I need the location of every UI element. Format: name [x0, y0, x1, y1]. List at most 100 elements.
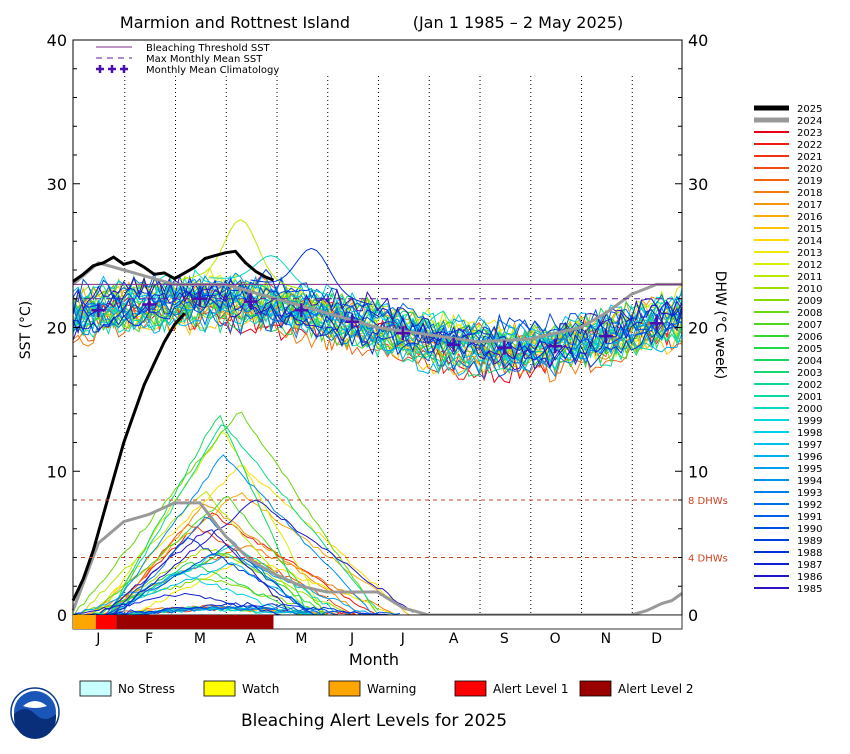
- alert-legend-title: Bleaching Alert Levels for 2025: [241, 711, 507, 731]
- alert-legend-label-warning: Warning: [367, 682, 416, 696]
- month-label: S: [500, 631, 509, 647]
- y-tick-label-left: 10: [47, 462, 67, 481]
- dhw-line-1986: [113, 499, 414, 616]
- alert-legend-swatch-alert2: [579, 680, 612, 697]
- year-label-1987: 1987: [797, 560, 822, 571]
- legend-top-label: Max Monthly Mean SST: [146, 54, 263, 65]
- dhw-line-1985: [99, 529, 289, 614]
- y-tick-label-right: 20: [688, 319, 708, 338]
- dhw-line-2004: [108, 414, 308, 615]
- year-label-2006: 2006: [797, 332, 822, 343]
- alert-legend-label-alert2: Alert Level 2: [618, 682, 694, 696]
- year-label-2023: 2023: [797, 128, 822, 139]
- year-label-1991: 1991: [797, 512, 822, 523]
- climatology-marker: [142, 297, 157, 312]
- y-tick-label-right: 30: [688, 175, 708, 194]
- alert-bar-segment-alert1: [95, 615, 117, 629]
- dhw-line-1993: [118, 516, 307, 614]
- alert-bar-segment-alert2: [116, 615, 274, 629]
- dhw-line-2024: [71, 501, 683, 617]
- month-label: A: [449, 631, 459, 647]
- chart-title: Marmion and Rottnest Island: [120, 13, 350, 32]
- sst-line-2001: [72, 283, 683, 367]
- sst-peak-1988: [250, 247, 373, 306]
- y-tick-label-left: 20: [47, 319, 67, 338]
- y-tick-label-left: 0: [57, 606, 67, 625]
- year-label-2017: 2017: [797, 200, 822, 211]
- sst-line-2025: [72, 249, 275, 283]
- legend-swatch-climatology: [120, 65, 128, 73]
- year-label-2019: 2019: [797, 176, 822, 187]
- dhw-line-1987: [73, 592, 287, 616]
- month-label: O: [550, 631, 561, 647]
- sst-line-1999: [72, 274, 683, 370]
- year-label-2000: 2000: [797, 404, 822, 415]
- year-label-1993: 1993: [797, 488, 822, 499]
- alert-legend-label-alert1: Alert Level 1: [493, 682, 569, 696]
- y-tick-label-right: 0: [688, 606, 698, 625]
- year-label-1995: 1995: [797, 464, 822, 475]
- y-axis-label-left: SST (°C): [18, 301, 34, 359]
- year-label-2015: 2015: [797, 224, 822, 235]
- year-label-2002: 2002: [797, 380, 822, 391]
- year-label-2007: 2007: [797, 320, 822, 331]
- sst-peak-2000: [209, 255, 332, 297]
- month-label: J: [400, 631, 405, 647]
- y-tick-label-left: 40: [47, 31, 67, 50]
- legend-swatch-climatology: [108, 65, 116, 73]
- chart-date-range: (Jan 1 1985 – 2 May 2025): [413, 13, 624, 32]
- year-label-2013: 2013: [797, 248, 822, 259]
- climatology-marker: [345, 314, 360, 329]
- sst-line-1986: [72, 274, 683, 371]
- dhw-line-2005: [105, 561, 305, 616]
- year-label-2001: 2001: [797, 392, 822, 403]
- climatology-marker: [649, 316, 664, 331]
- sst-line-1988: [72, 277, 683, 369]
- y-tick-label-left: 30: [47, 175, 67, 194]
- year-label-2024: 2024: [797, 116, 822, 127]
- noaa-logo: [10, 687, 60, 739]
- dhw-line-1994: [106, 454, 371, 616]
- y-tick-label-right: 40: [688, 31, 708, 50]
- dhw-threshold-label: 4 DHWs: [688, 554, 728, 565]
- year-label-2010: 2010: [797, 284, 822, 295]
- year-label-1989: 1989: [797, 536, 822, 547]
- alert-legend-swatch-alert1: [454, 680, 487, 697]
- alert-legend-swatch-no_stress: [79, 680, 112, 697]
- climatology-marker: [446, 337, 461, 352]
- year-label-2014: 2014: [797, 236, 822, 247]
- sst-peak-2011: [179, 219, 302, 290]
- alert-legend-label-no_stress: No Stress: [118, 682, 175, 696]
- year-label-1986: 1986: [797, 572, 822, 583]
- legend-top-label: Bleaching Threshold SST: [146, 43, 271, 54]
- year-label-1998: 1998: [797, 428, 822, 439]
- month-label: M: [194, 631, 206, 647]
- year-label-1999: 1999: [797, 416, 822, 427]
- sst-line-1987: [72, 275, 683, 369]
- dhw-line-2000: [109, 545, 338, 615]
- month-label: M: [295, 631, 307, 647]
- climatology-marker: [192, 291, 207, 306]
- year-label-2003: 2003: [797, 368, 822, 379]
- year-label-2021: 2021: [797, 152, 822, 163]
- y-tick-label-right: 10: [688, 462, 708, 481]
- alert-legend-swatch-watch: [203, 680, 236, 697]
- dhw-line-2006: [96, 553, 325, 616]
- year-label-1997: 1997: [797, 440, 822, 451]
- year-label-2009: 2009: [797, 296, 822, 307]
- year-label-2025: 2025: [797, 104, 822, 115]
- year-label-1992: 1992: [797, 500, 822, 511]
- dhw-line-2013: [130, 558, 395, 615]
- year-label-1996: 1996: [797, 452, 822, 463]
- month-label: D: [651, 631, 662, 647]
- dhw-line-2010: [94, 548, 349, 615]
- sst-line-1985: [72, 276, 683, 365]
- year-label-2005: 2005: [797, 344, 822, 355]
- climatology-marker: [395, 326, 410, 341]
- alert-legend-swatch-warning: [328, 680, 361, 697]
- y-axis-label-right: DHW (°C week): [712, 271, 728, 380]
- dhw-line-1989: [111, 537, 316, 616]
- year-label-2022: 2022: [797, 140, 822, 151]
